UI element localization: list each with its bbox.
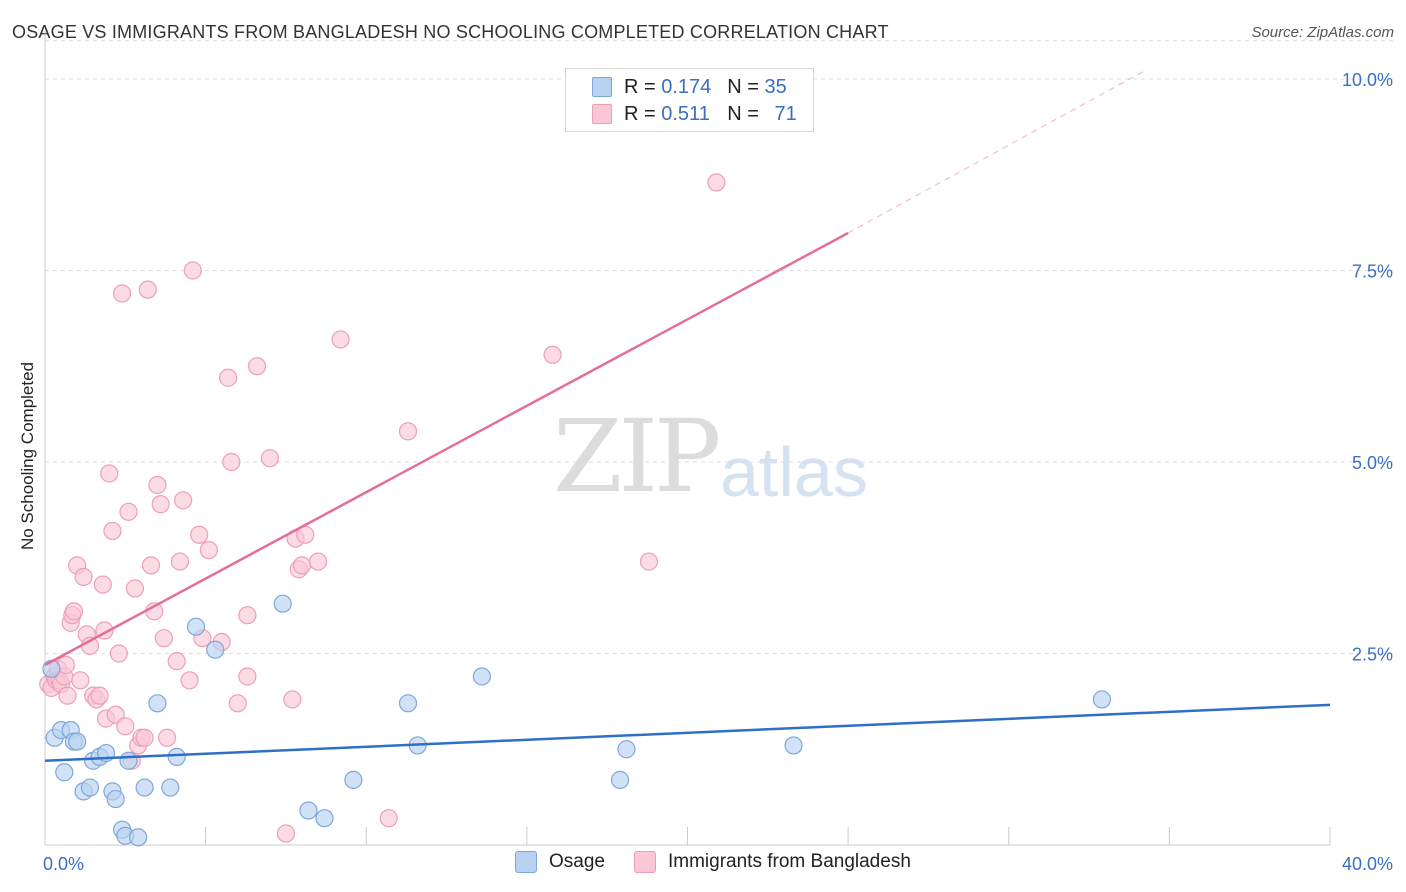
point-bangladesh-25	[103, 521, 122, 541]
point-osage-8	[80, 778, 100, 797]
watermark-atlas: atlas	[720, 433, 868, 511]
bottom-legend-bangladesh: Immigrants from Bangladesh	[634, 851, 911, 873]
point-bangladesh-43	[167, 652, 186, 671]
point-osage-24	[273, 594, 292, 613]
point-bangladesh-32	[125, 579, 145, 598]
y-tick-label-1: 5.0%	[1352, 453, 1393, 473]
source-label: Source: ZipAtlas.com	[1251, 24, 1394, 41]
point-bangladesh-35	[135, 728, 154, 747]
point-bangladesh-60	[283, 690, 302, 709]
legend-r-label-bangladesh: R =	[624, 102, 662, 125]
point-bangladesh-66	[331, 330, 350, 349]
point-osage-31	[610, 770, 630, 789]
point-bangladesh-67	[379, 809, 398, 828]
legend-r-value-bangladesh: 0.511	[661, 102, 710, 125]
legend-n-label-bangladesh: N =	[727, 102, 765, 125]
chart-title: OSAGE VS IMMIGRANTS FROM BANGLADESH NO S…	[12, 22, 889, 42]
point-osage-27	[344, 770, 363, 789]
point-bangladesh-44	[170, 552, 190, 571]
point-osage-25	[299, 801, 318, 820]
y-tick-label-0: 2.5%	[1352, 645, 1393, 665]
point-osage-23	[206, 640, 225, 659]
point-bangladesh-20	[90, 686, 109, 705]
point-bangladesh-55	[238, 667, 257, 686]
point-osage-19	[148, 694, 167, 713]
watermark-zip: ZIP	[553, 398, 721, 515]
point-bangladesh-37	[141, 556, 161, 575]
point-osage-22	[186, 617, 206, 636]
point-bangladesh-71	[707, 173, 726, 192]
point-bangladesh-40	[151, 495, 170, 514]
point-bangladesh-63	[292, 556, 312, 575]
trendline-bangladesh	[44, 231, 849, 667]
legend-n-value-bangladesh: 71	[774, 102, 797, 125]
point-bangladesh-30	[119, 502, 138, 521]
point-osage-16	[119, 751, 138, 770]
point-bangladesh-29	[116, 717, 135, 736]
point-bangladesh-27	[109, 644, 128, 663]
bottom-legend-swatch-bangladesh	[634, 851, 656, 873]
point-bangladesh-58	[260, 449, 279, 468]
point-bangladesh-12	[64, 602, 84, 621]
legend-r-label-osage: R =	[624, 75, 662, 98]
point-bangladesh-28	[112, 284, 132, 303]
bottom-legend-swatch-osage	[515, 851, 537, 873]
point-osage-17	[129, 828, 148, 847]
point-osage-33	[784, 736, 803, 755]
point-bangladesh-14	[71, 671, 90, 690]
point-bangladesh-42	[157, 728, 177, 747]
point-bangladesh-9	[58, 686, 77, 705]
point-bangladesh-41	[154, 629, 173, 648]
point-osage-13	[106, 789, 125, 809]
point-bangladesh-69	[543, 345, 562, 364]
point-bangladesh-36	[138, 280, 157, 299]
point-bangladesh-21	[93, 575, 112, 594]
trendline-osage	[44, 703, 1331, 762]
bottom-legend-label-bangladesh: Immigrants from Bangladesh	[668, 851, 911, 872]
point-osage-34	[1092, 690, 1112, 709]
x-tick-label-0: 0.0%	[43, 854, 84, 874]
point-osage-28	[398, 694, 418, 713]
point-bangladesh-50	[199, 540, 218, 560]
bottom-legend-osage: Osage	[515, 851, 605, 873]
legend-row-bangladesh: R = 0.511 N = 71	[566, 101, 797, 127]
legend-row-osage: R = 0.174 N = 35	[566, 74, 787, 100]
legend-swatch-bangladesh	[592, 104, 612, 124]
legend-swatch-osage	[592, 77, 612, 97]
x-tick-label-1: 40.0%	[1342, 854, 1393, 874]
point-bangladesh-56	[238, 606, 257, 625]
legend-n-label-osage: N =	[727, 75, 765, 98]
point-bangladesh-45	[174, 491, 193, 510]
point-osage-26	[315, 809, 334, 828]
point-osage-3	[55, 763, 74, 782]
point-bangladesh-59	[276, 824, 296, 843]
y-tick-label-2: 7.5%	[1352, 262, 1393, 282]
trendline-dashed-bangladesh	[847, 70, 1144, 234]
point-bangladesh-54	[228, 694, 247, 713]
point-bangladesh-48	[190, 525, 209, 544]
point-bangladesh-24	[100, 464, 119, 483]
point-bangladesh-15	[74, 567, 93, 587]
point-bangladesh-65	[308, 552, 328, 571]
point-osage-20	[161, 778, 180, 797]
point-bangladesh-39	[148, 475, 167, 495]
point-bangladesh-47	[183, 261, 202, 280]
point-bangladesh-70	[639, 552, 659, 571]
point-bangladesh-68	[398, 422, 418, 441]
stats-legend: R = 0.174 N = 35 R = 0.511 N = 71	[565, 68, 814, 132]
point-bangladesh-57	[247, 357, 267, 376]
bottom-legend-label-osage: Osage	[549, 851, 605, 872]
point-osage-21	[167, 747, 186, 767]
point-bangladesh-53	[222, 452, 241, 472]
point-osage-30	[472, 667, 491, 686]
y-tick-label-3: 10.0%	[1342, 70, 1393, 90]
point-osage-6	[68, 732, 87, 751]
point-osage-32	[617, 740, 636, 759]
point-bangladesh-52	[219, 368, 238, 387]
legend-r-value-osage: 0.174	[661, 75, 712, 98]
point-osage-18	[135, 778, 154, 797]
point-bangladesh-46	[180, 671, 199, 690]
legend-n-value-osage: 35	[764, 75, 787, 98]
